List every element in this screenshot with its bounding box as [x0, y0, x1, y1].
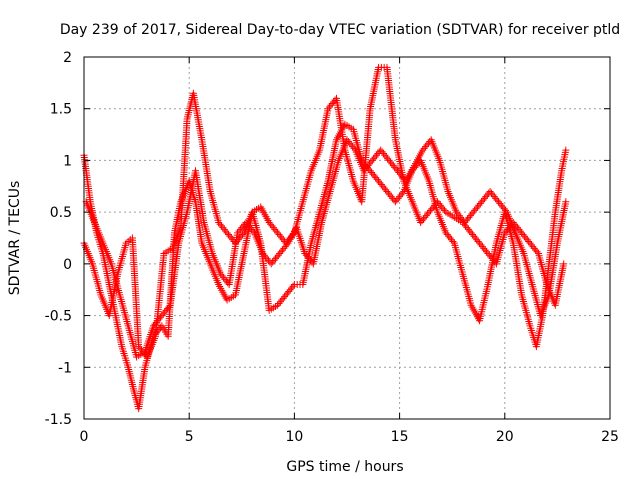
data-point-marker [249, 227, 257, 235]
ticks-layer: 0 5 10 15 20 25 -1.5 -1 -0.5 0 0.5 1 1.5 2 [45, 50, 619, 445]
y-tick-label: 2 [63, 50, 72, 66]
data-point-marker [533, 248, 541, 256]
y-axis-title: SDTVAR / TECUs [7, 181, 23, 296]
data-point-marker [502, 206, 510, 214]
x-tick-label: 20 [496, 429, 514, 445]
data-point-marker [562, 198, 570, 206]
data-points [80, 63, 570, 413]
y-tick-label: 0 [63, 257, 72, 273]
x-tick-label: 5 [185, 429, 194, 445]
x-axis-title: GPS time / hours [286, 459, 403, 475]
x-tick-label: 0 [80, 429, 89, 445]
y-tick-label: -0.5 [45, 309, 72, 325]
data-point-marker [560, 260, 568, 268]
y-tick-label: 1 [63, 153, 72, 169]
series-3 [82, 136, 570, 361]
y-tick-label: -1 [58, 360, 72, 376]
y-tick-label: -1.5 [45, 412, 72, 428]
data-point-marker [283, 241, 291, 249]
data-point-marker [449, 237, 457, 245]
data-point-marker [440, 206, 448, 214]
data-point-marker [239, 231, 247, 239]
data-point-marker [398, 189, 406, 197]
x-tick-label: 15 [391, 429, 409, 445]
data-point-marker [289, 282, 297, 290]
series-2 [80, 63, 568, 361]
y-tick-label: 1.5 [50, 102, 72, 118]
plot-frame [83, 56, 611, 420]
data-point-marker [562, 146, 570, 154]
x-tick-label: 10 [285, 429, 303, 445]
chart-title: Day 239 of 2017, Sidereal Day-to-day VTE… [60, 22, 620, 38]
grid-layer [84, 57, 610, 419]
data-point-marker [350, 144, 358, 152]
x-tick-label: 25 [601, 429, 619, 445]
data-point-marker [165, 303, 173, 311]
y-tick-label: 0.5 [50, 205, 72, 221]
